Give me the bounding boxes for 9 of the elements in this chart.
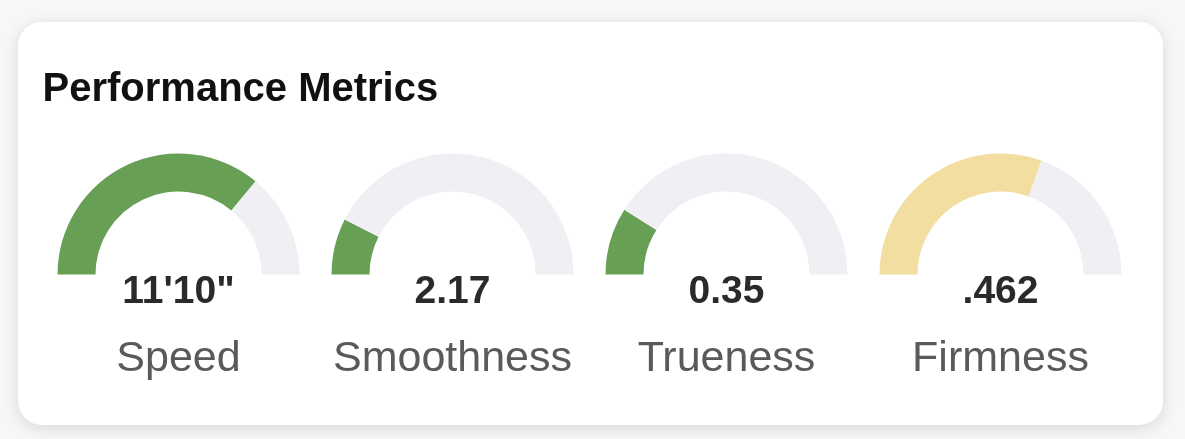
text: Smoothness (332, 331, 573, 380)
text: Trueness (637, 331, 816, 380)
text: 11'10" (122, 268, 235, 311)
text: Speed (116, 331, 241, 380)
text: Firmness (912, 331, 1089, 380)
text: 2.17 (414, 268, 491, 311)
text: 0.35 (688, 268, 765, 311)
text: Performance Metrics (42, 64, 439, 109)
text: .462 (962, 268, 1039, 311)
